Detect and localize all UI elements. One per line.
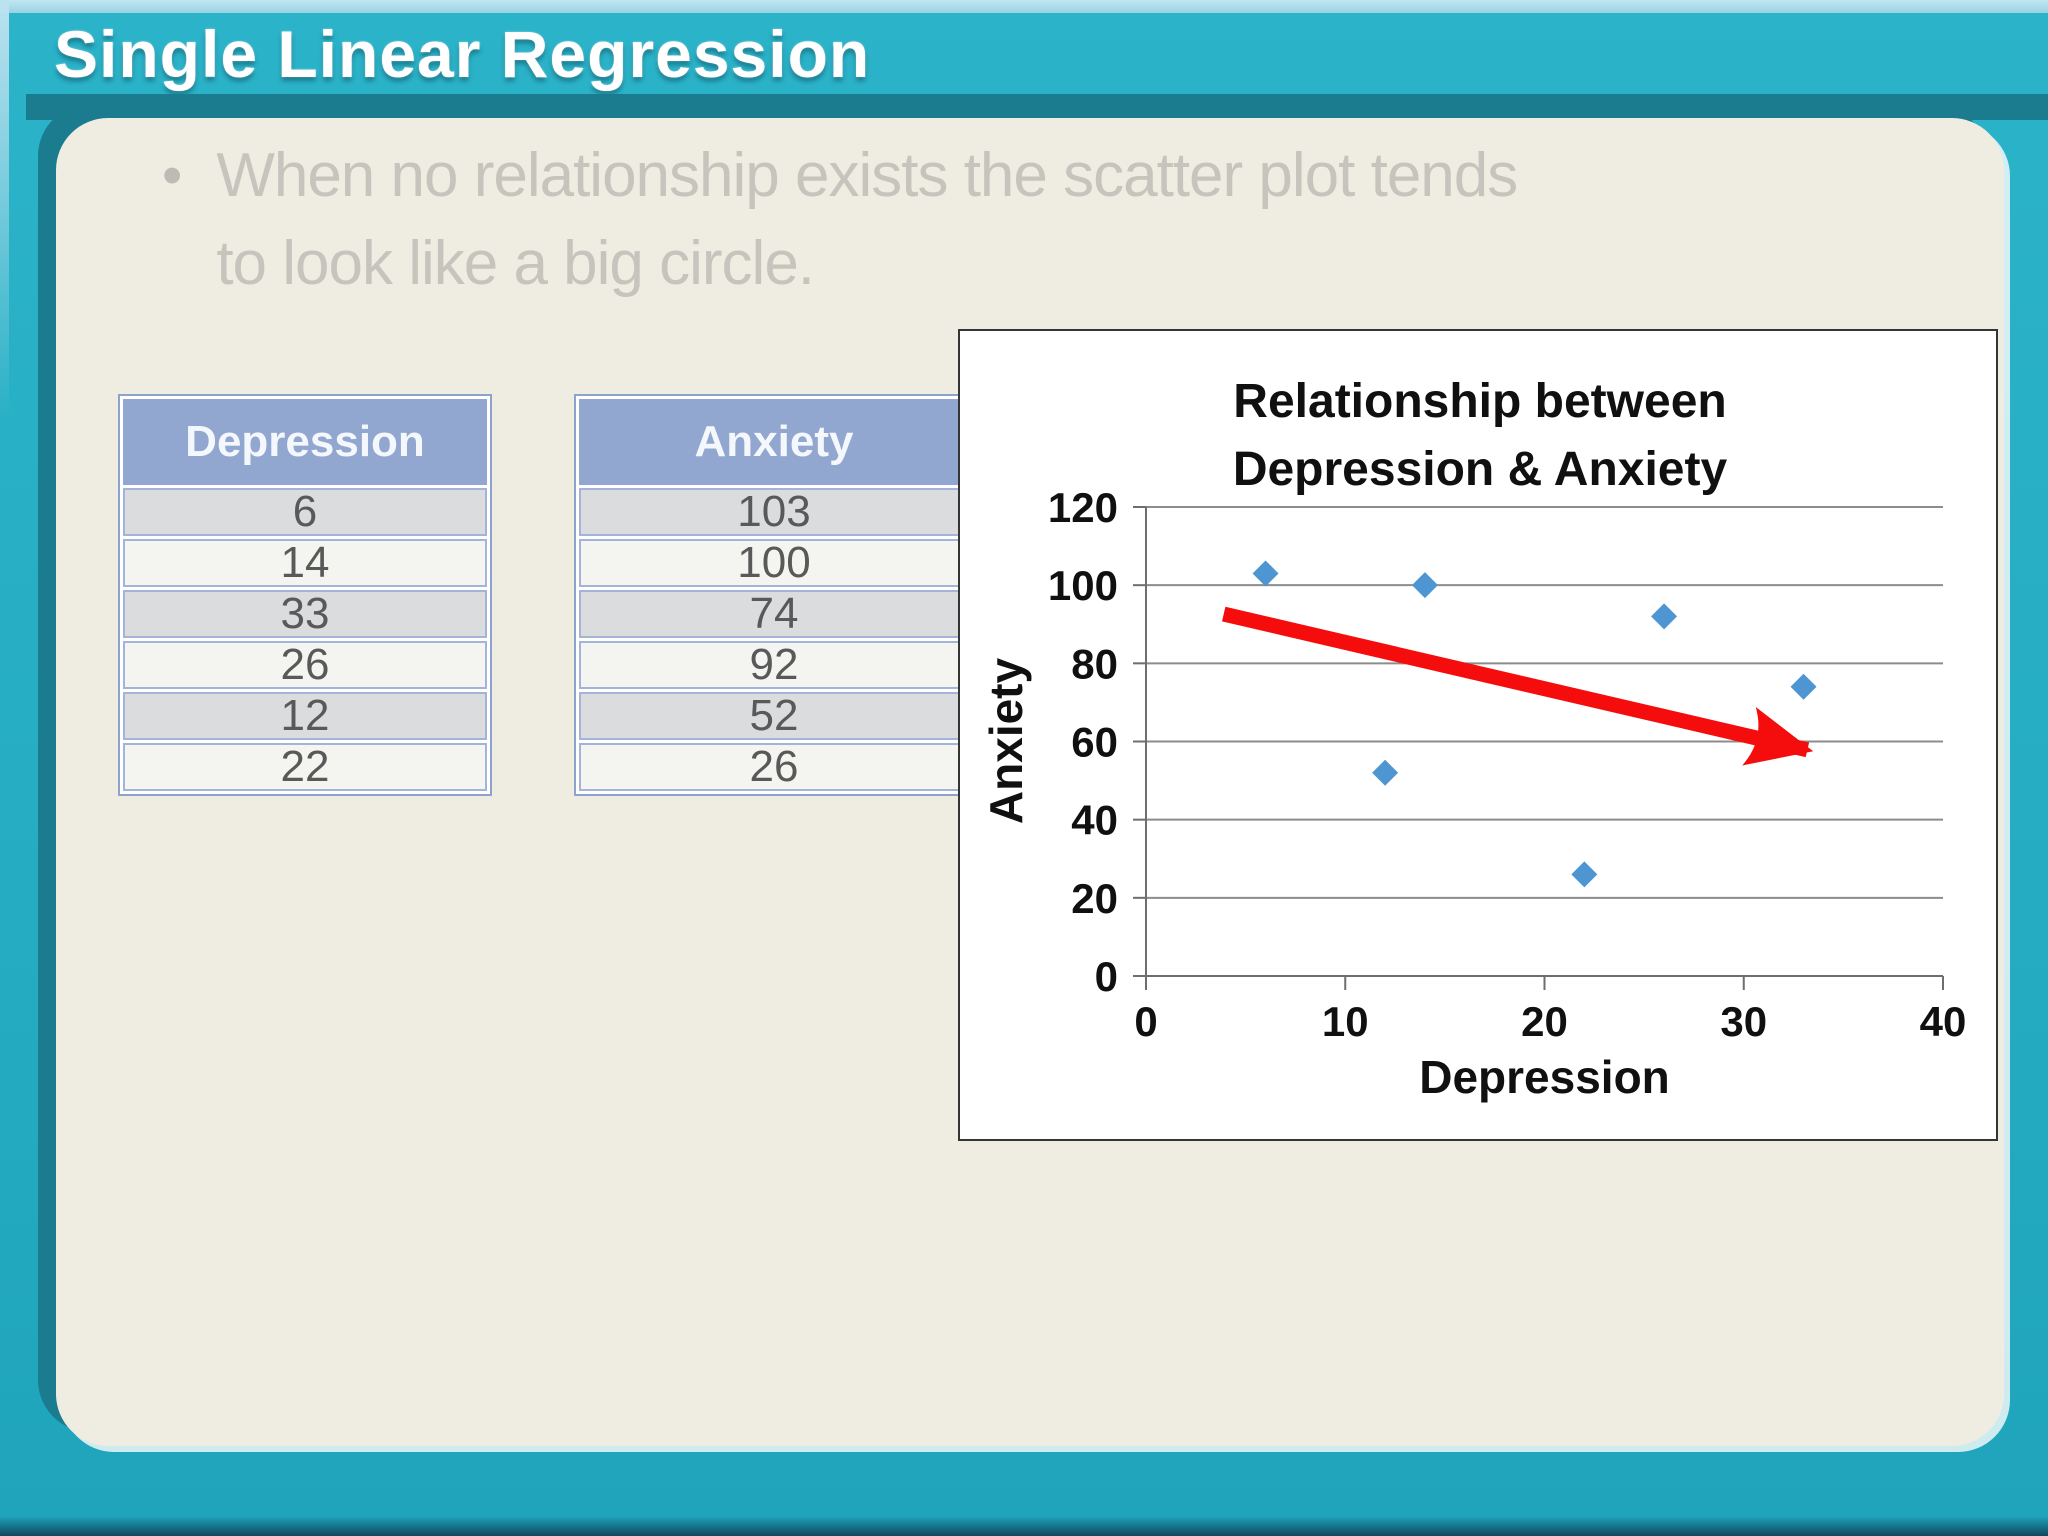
depression-table: Depression 6 14 33 26 12 22: [118, 394, 492, 796]
table-cell: 14: [123, 538, 487, 587]
bottom-shadow-strip: [0, 1516, 2048, 1536]
table-cell: 26: [123, 640, 487, 689]
y-tick-label: 100: [1048, 562, 1118, 609]
table-cell: 26: [579, 742, 969, 791]
table-cell: 92: [579, 640, 969, 689]
scatter-point: [1252, 560, 1279, 587]
scatter-point: [1411, 572, 1438, 599]
table-cell: 52: [579, 691, 969, 740]
chart-title-line-2: Depression & Anxiety: [1233, 443, 1728, 496]
y-axis-title: Anxiety: [980, 658, 1032, 825]
table-cell: 22: [123, 742, 487, 791]
scatter-chart: 0 20 40 60 80 100 120 0 10 20 30 40 Relationship bet…: [958, 329, 1998, 1141]
scatter-point: [1372, 759, 1399, 786]
y-tick-label: 120: [1048, 484, 1118, 531]
trend-arrow: [1222, 606, 1814, 766]
anxiety-table: Anxiety 103 100 74 92 52 26: [574, 394, 974, 796]
scatter-point: [1651, 603, 1678, 630]
title-divider-band: [26, 94, 2048, 120]
scatter-chart-svg: 0 20 40 60 80 100 120 0 10 20 30 40 Relationship bet…: [980, 375, 1967, 1103]
bullet-text-line-1: When no relationship exists the scatter …: [216, 141, 1518, 210]
table-cell: 12: [123, 691, 487, 740]
table-cell: 33: [123, 589, 487, 638]
y-tick-label: 60: [1071, 719, 1118, 766]
x-tick-label: 30: [1720, 998, 1767, 1045]
bullet-text-line-2: to look like a big circle.: [216, 229, 815, 298]
scatter-point: [1790, 673, 1817, 700]
x-tick-label: 20: [1521, 998, 1568, 1045]
top-highlight-strip: [0, 0, 2048, 13]
y-tick-label: 0: [1095, 953, 1118, 1000]
bullet-point: • When no relationship exists the scatte…: [162, 132, 1922, 308]
table-cell: 100: [579, 538, 969, 587]
anxiety-table-header: Anxiety: [579, 399, 969, 485]
bullet-marker: •: [162, 143, 183, 208]
x-tick-label: 40: [1920, 998, 1967, 1045]
content-panel: • When no relationship exists the scatte…: [56, 118, 2004, 1446]
table-cell: 6: [123, 487, 487, 536]
chart-title-line-1: Relationship between: [1233, 375, 1726, 428]
scatter-point: [1571, 861, 1598, 888]
table-cell: 74: [579, 589, 969, 638]
y-tick-label: 40: [1071, 797, 1118, 844]
slide-title: Single Linear Regression: [54, 17, 871, 91]
x-tick-label: 0: [1134, 998, 1157, 1045]
bullet-text: When no relationship exists the scatter …: [216, 132, 1518, 308]
y-tick-label: 80: [1071, 640, 1118, 687]
x-tick-label: 10: [1322, 998, 1369, 1045]
y-tick-label: 20: [1071, 875, 1118, 922]
left-highlight-strip: [0, 0, 9, 420]
depression-table-header: Depression: [123, 399, 487, 485]
x-axis-title: Depression: [1419, 1051, 1670, 1103]
table-cell: 103: [579, 487, 969, 536]
